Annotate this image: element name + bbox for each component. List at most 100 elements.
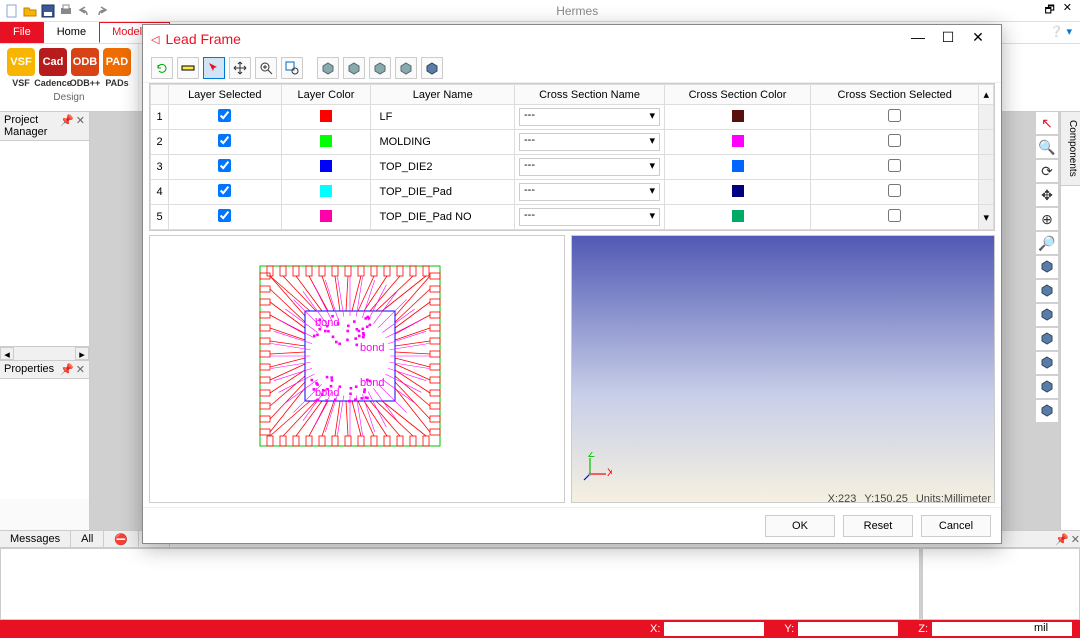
right-tool-12-icon[interactable] <box>1036 400 1058 422</box>
right-tool-6-icon[interactable] <box>1036 256 1058 278</box>
maximize-icon[interactable]: ☐ <box>933 29 963 49</box>
minimize-icon[interactable]: — <box>903 29 933 49</box>
cs-selected-checkbox[interactable] <box>810 180 979 205</box>
layer-color-swatch[interactable] <box>281 205 371 230</box>
layer-color-swatch[interactable] <box>281 105 371 130</box>
ribbon-vsf-icon[interactable]: VSFVSF <box>6 46 36 90</box>
cs-color-swatch[interactable] <box>665 130 811 155</box>
cancel-button[interactable]: Cancel <box>921 515 991 537</box>
close-icon[interactable]: ✕ <box>76 114 85 138</box>
components-tab[interactable]: Components <box>1061 112 1080 186</box>
tool-ruler-icon[interactable] <box>177 57 199 79</box>
ribbon-pads-icon[interactable]: PADPADs <box>102 46 132 90</box>
properties-header[interactable]: Properties 📌✕ <box>0 361 89 379</box>
tab-file[interactable]: File <box>0 22 44 43</box>
pin-icon[interactable]: 📌 <box>60 114 74 138</box>
layer-col-4[interactable]: Cross Section Name <box>515 85 665 105</box>
tool-iso5-icon[interactable] <box>421 57 443 79</box>
cross-section-select[interactable]: --- ▾ <box>515 130 665 155</box>
cross-section-select[interactable]: --- ▾ <box>515 205 665 230</box>
undo-icon[interactable] <box>76 3 92 19</box>
close-icon[interactable]: ✕ <box>76 363 85 376</box>
layer-selected-checkbox[interactable] <box>169 180 282 205</box>
tool-select-icon[interactable] <box>203 57 225 79</box>
status-unit[interactable]: mil <box>1032 622 1072 636</box>
pin-icon[interactable]: 📌 <box>60 363 74 376</box>
cross-section-select[interactable]: --- ▾ <box>515 155 665 180</box>
cs-selected-checkbox[interactable] <box>810 155 979 180</box>
print-icon[interactable] <box>58 3 74 19</box>
tool-iso3-icon[interactable] <box>369 57 391 79</box>
layer-row[interactable]: 4TOP_DIE_Pad--- ▾ <box>151 180 994 205</box>
cs-selected-checkbox[interactable] <box>810 205 979 230</box>
layer-selected-checkbox[interactable] <box>169 155 282 180</box>
layer-color-swatch[interactable] <box>281 130 371 155</box>
cs-color-swatch[interactable] <box>665 105 811 130</box>
layer-col-6[interactable]: Cross Section Selected <box>810 85 979 105</box>
restore-icon[interactable]: 🗗 <box>1044 1 1054 20</box>
close-icon[interactable]: ✕ <box>963 29 993 49</box>
project-manager-header[interactable]: Project Manager 📌✕ <box>0 112 89 141</box>
new-icon[interactable] <box>4 3 20 19</box>
redo-icon[interactable] <box>94 3 110 19</box>
help-icon[interactable]: ❔ ▾ <box>1042 22 1080 43</box>
save-icon[interactable] <box>40 3 56 19</box>
tool-iso2-icon[interactable] <box>343 57 365 79</box>
right-tool-5-icon[interactable]: 🔎 <box>1036 232 1058 254</box>
messages-all-tab[interactable]: All <box>71 531 104 547</box>
status-y-input[interactable] <box>798 622 898 636</box>
preview-2d[interactable]: bondbondbondbond <box>149 235 565 503</box>
layer-col-3[interactable]: Layer Name <box>371 85 515 105</box>
close-icon[interactable]: ✕ <box>1063 1 1072 20</box>
messages-tab[interactable]: Messages <box>0 531 71 547</box>
tool-move-icon[interactable] <box>229 57 251 79</box>
cross-section-select[interactable]: --- ▾ <box>515 105 665 130</box>
layer-row[interactable]: 3TOP_DIE2--- ▾ <box>151 155 994 180</box>
scroll-left-icon[interactable]: ◂ <box>0 347 14 360</box>
right-tool-0-icon[interactable]: ↖ <box>1036 112 1058 134</box>
cs-color-swatch[interactable] <box>665 205 811 230</box>
right-tool-11-icon[interactable] <box>1036 376 1058 398</box>
cs-selected-checkbox[interactable] <box>810 130 979 155</box>
cs-selected-checkbox[interactable] <box>810 105 979 130</box>
tab-home[interactable]: Home <box>44 22 99 43</box>
tool-zoom-icon[interactable] <box>255 57 277 79</box>
status-z-input[interactable] <box>932 622 1032 636</box>
right-tool-10-icon[interactable] <box>1036 352 1058 374</box>
right-tool-7-icon[interactable] <box>1036 280 1058 302</box>
tool-iso4-icon[interactable] <box>395 57 417 79</box>
right-tool-8-icon[interactable] <box>1036 304 1058 326</box>
layer-row[interactable]: 2MOLDING--- ▾ <box>151 130 994 155</box>
tool-refresh-icon[interactable] <box>151 57 173 79</box>
ok-button[interactable]: OK <box>765 515 835 537</box>
right-tool-1-icon[interactable]: 🔍 <box>1036 136 1058 158</box>
ribbon-cadence-icon[interactable]: CadCadence <box>38 46 68 90</box>
layer-selected-checkbox[interactable] <box>169 130 282 155</box>
layer-color-swatch[interactable] <box>281 155 371 180</box>
reset-button[interactable]: Reset <box>843 515 913 537</box>
error-icon[interactable]: ⛔ <box>104 531 139 548</box>
layer-row[interactable]: 5TOP_DIE_Pad NO--- ▾▾ <box>151 205 994 230</box>
dialog-titlebar[interactable]: ◁ Lead Frame — ☐ ✕ <box>143 25 1001 53</box>
right-tool-3-icon[interactable]: ✥ <box>1036 184 1058 206</box>
layer-col-5[interactable]: Cross Section Color <box>665 85 811 105</box>
layer-color-swatch[interactable] <box>281 180 371 205</box>
close-icon[interactable]: ✕ <box>1071 533 1080 546</box>
right-tool-9-icon[interactable] <box>1036 328 1058 350</box>
layer-col-0[interactable] <box>151 85 169 105</box>
tool-iso1-icon[interactable] <box>317 57 339 79</box>
layer-selected-checkbox[interactable] <box>169 205 282 230</box>
ribbon-odb++-icon[interactable]: ODBODB++ <box>70 46 100 90</box>
cs-color-swatch[interactable] <box>665 180 811 205</box>
cs-color-swatch[interactable] <box>665 155 811 180</box>
layer-col-2[interactable]: Layer Color <box>281 85 371 105</box>
right-tool-4-icon[interactable]: ⊕ <box>1036 208 1058 230</box>
layer-row[interactable]: 1LF--- ▾ <box>151 105 994 130</box>
layer-selected-checkbox[interactable] <box>169 105 282 130</box>
open-icon[interactable] <box>22 3 38 19</box>
scroll-right-icon[interactable]: ▸ <box>75 347 89 360</box>
tool-zoom-window-icon[interactable] <box>281 57 303 79</box>
layer-col-1[interactable]: Layer Selected <box>169 85 282 105</box>
status-x-input[interactable] <box>664 622 764 636</box>
right-tool-2-icon[interactable]: ⟳ <box>1036 160 1058 182</box>
